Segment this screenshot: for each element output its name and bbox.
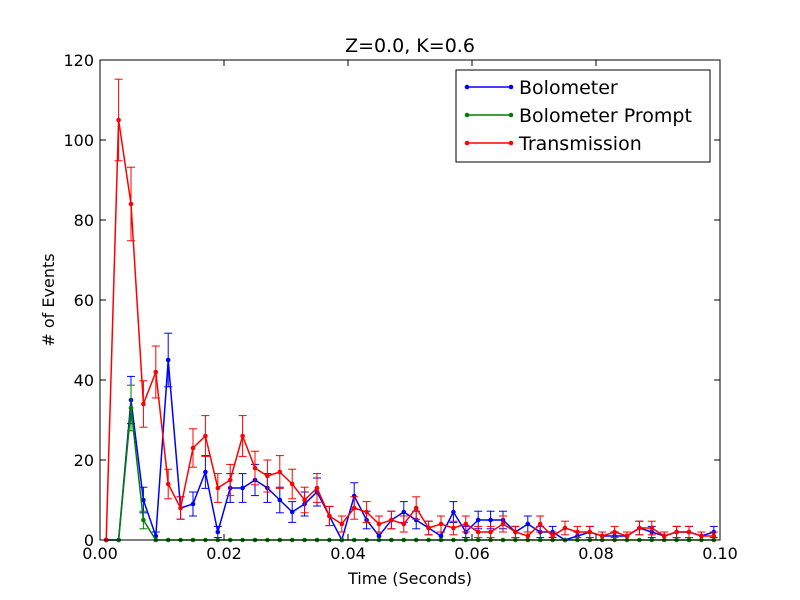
data-point: [129, 202, 134, 207]
chart-title: Z=0.0, K=0.6: [345, 35, 475, 57]
data-point: [166, 482, 171, 487]
data-point: [476, 518, 481, 523]
data-point: [488, 530, 493, 535]
data-point: [302, 498, 307, 503]
data-point: [687, 530, 692, 535]
data-point: [141, 402, 146, 407]
data-point: [364, 510, 369, 515]
data-point: [637, 526, 642, 531]
data-point: [265, 474, 270, 479]
data-point: [377, 522, 382, 527]
y-tick-label: 20: [74, 451, 94, 470]
data-point: [389, 518, 394, 523]
data-point: [216, 530, 221, 535]
data-point: [290, 482, 295, 487]
y-tick-label: 0: [84, 531, 94, 550]
series-bolometer: [104, 333, 718, 542]
data-point: [116, 118, 121, 123]
legend-marker: [509, 141, 514, 146]
data-point: [526, 534, 531, 539]
legend-marker: [509, 113, 514, 118]
data-point: [141, 518, 146, 523]
data-point: [464, 522, 469, 527]
data-point: [588, 530, 593, 535]
legend-marker: [465, 141, 470, 146]
data-point: [575, 530, 580, 535]
data-point: [191, 446, 196, 451]
series-line: [106, 120, 714, 540]
y-tick-label: 60: [74, 291, 94, 310]
data-point: [699, 534, 704, 539]
data-point: [501, 522, 506, 527]
data-point: [203, 470, 208, 475]
data-point: [315, 486, 320, 491]
data-point: [513, 530, 518, 535]
legend-label: Transmission: [518, 133, 642, 155]
data-point: [129, 406, 134, 411]
data-point: [290, 510, 295, 515]
data-point: [451, 526, 456, 531]
y-tick-label: 120: [63, 51, 94, 70]
data-point: [228, 478, 233, 483]
data-point: [402, 522, 407, 527]
x-tick-label: 0.08: [578, 544, 614, 563]
x-tick-label: 0.10: [702, 544, 738, 563]
data-point: [414, 506, 419, 511]
data-point: [712, 534, 717, 539]
legend: Bolometer Bolometer Prompt Transmission: [456, 70, 710, 162]
data-point: [625, 534, 630, 539]
series-bolometer-prompt: [104, 385, 716, 542]
data-point: [154, 370, 159, 375]
data-point: [451, 510, 456, 515]
data-point: [550, 534, 555, 539]
data-point: [377, 534, 382, 539]
legend-label: Bolometer: [519, 77, 618, 99]
data-point: [538, 522, 543, 527]
data-point: [526, 522, 531, 527]
y-axis-label: # of Events: [39, 253, 58, 346]
x-axis-label: Time (Seconds): [347, 569, 472, 588]
data-point: [352, 506, 357, 511]
data-point: [191, 502, 196, 507]
data-point: [650, 526, 655, 531]
x-tick-label: 0.02: [206, 544, 242, 563]
data-point: [402, 510, 407, 515]
data-point: [674, 530, 679, 535]
data-point: [178, 506, 183, 511]
data-point: [426, 526, 431, 531]
data-point: [340, 522, 345, 527]
y-tick-label: 100: [63, 131, 94, 150]
y-tick-label: 40: [74, 371, 94, 390]
series-line: [106, 408, 714, 540]
data-point: [216, 486, 221, 491]
data-point: [327, 514, 332, 519]
legend-marker: [509, 85, 514, 90]
data-point: [439, 534, 444, 539]
legend-marker: [465, 113, 470, 118]
data-point: [278, 498, 283, 503]
x-tick-label: 0.06: [454, 544, 490, 563]
series-line: [106, 360, 714, 540]
data-point: [612, 530, 617, 535]
data-point: [203, 434, 208, 439]
data-point: [240, 434, 245, 439]
data-point: [600, 534, 605, 539]
data-point: [253, 466, 258, 471]
y-tick-label: 80: [74, 211, 94, 230]
data-point: [240, 486, 245, 491]
data-point: [488, 518, 493, 523]
legend-marker: [465, 85, 470, 90]
data-point: [278, 470, 283, 475]
data-point: [563, 526, 568, 531]
data-point: [662, 534, 667, 539]
data-point: [166, 358, 171, 363]
data-point: [476, 530, 481, 535]
legend-label: Bolometer Prompt: [519, 105, 692, 127]
x-tick-label: 0.04: [330, 544, 366, 563]
data-point: [439, 522, 444, 527]
